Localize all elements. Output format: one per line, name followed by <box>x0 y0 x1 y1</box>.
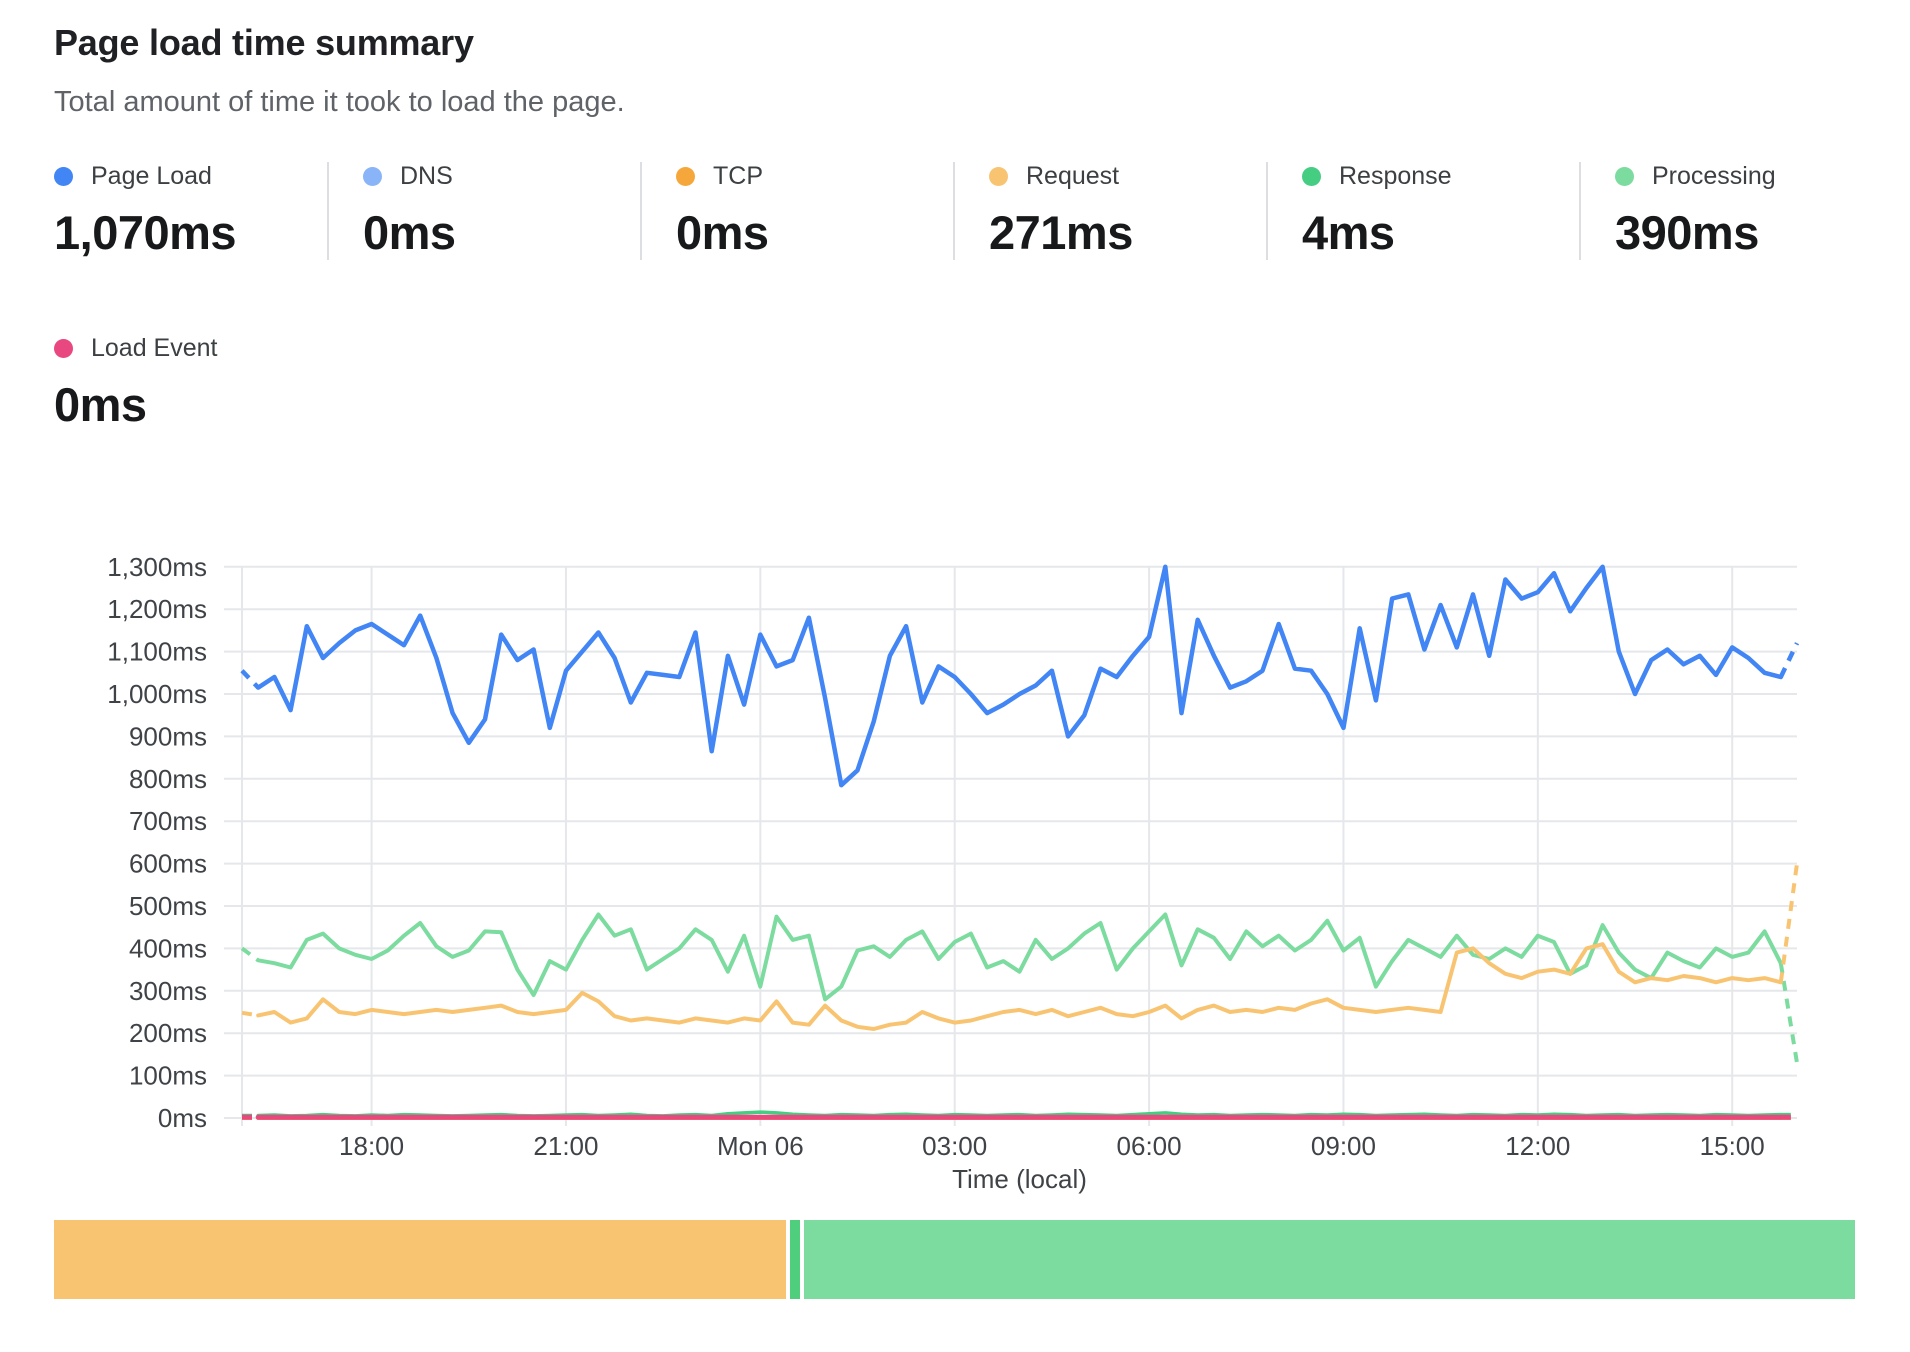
y-tick-label: 400ms <box>129 933 207 963</box>
stat-tcp: TCP 0ms <box>640 162 953 260</box>
x-tick-label: 21:00 <box>533 1131 598 1161</box>
y-tick-label: 0ms <box>158 1103 207 1133</box>
y-tick-label: 1,100ms <box>107 637 207 667</box>
stat-tcp-head: TCP <box>676 162 953 191</box>
tcp-legend-dot <box>676 167 695 186</box>
y-tick-label: 1,300ms <box>107 552 207 582</box>
stat-label: TCP <box>713 162 763 190</box>
stat-dns-head: DNS <box>363 162 640 191</box>
y-tick-label: 1,200ms <box>107 594 207 624</box>
series-request-tail-dash <box>1778 863 1799 983</box>
stat-page-load: Page Load 1,070ms <box>54 162 327 260</box>
stat-processing: Processing 390ms <box>1579 162 1860 260</box>
stat-label: DNS <box>400 162 453 190</box>
series-page-load-tail-dash <box>1778 642 1800 678</box>
series-page-load-line <box>255 564 1784 788</box>
y-tick-label: 1,000ms <box>107 679 207 709</box>
page-subtitle: Total amount of time it took to load the… <box>54 86 625 118</box>
stat-load-event-head: Load Event <box>54 334 218 363</box>
series-processing-line <box>256 912 1783 1002</box>
y-tick-label: 600ms <box>129 849 207 879</box>
stats-row: Page Load 1,070ms DNS 0ms TCP 0ms Reques… <box>54 162 1860 260</box>
x-axis-title: Time (local) <box>952 1164 1087 1194</box>
y-tick-label: 900ms <box>129 721 207 751</box>
stat-value: 271ms <box>989 206 1133 259</box>
y-tick-label: 200ms <box>129 1018 207 1048</box>
request-legend-dot <box>989 167 1008 186</box>
response-legend-dot <box>1302 167 1321 186</box>
stat-page-load-head: Page Load <box>54 162 327 191</box>
stat-label: Response <box>1339 162 1452 190</box>
stat-request: Request 271ms <box>953 162 1266 260</box>
stat-request-head: Request <box>989 162 1266 191</box>
stat-response: Response 4ms <box>1266 162 1579 260</box>
y-tick-label: 800ms <box>129 764 207 794</box>
stat-label: Processing <box>1652 162 1776 190</box>
load-event-legend-dot <box>54 339 73 358</box>
stat-value: 0ms <box>676 206 769 259</box>
series-page-load-head-dash <box>240 669 260 690</box>
stat-value: 390ms <box>1615 206 1759 259</box>
stat-value: 0ms <box>54 378 147 431</box>
breakdown-segment-request <box>54 1220 787 1299</box>
x-tick-label: 18:00 <box>339 1131 404 1161</box>
breakdown-bar <box>54 1220 1857 1299</box>
y-tick-label: 700ms <box>129 806 207 836</box>
stat-value: 0ms <box>363 206 456 259</box>
stat-label: Page Load <box>91 162 212 190</box>
breakdown-segment-response <box>790 1220 800 1299</box>
header: Page load time summary Total amount of t… <box>54 22 625 119</box>
stat-value: 1,070ms <box>54 206 237 259</box>
series-request-line <box>256 942 1783 1031</box>
processing-legend-dot <box>1615 167 1634 186</box>
x-tick-label: 03:00 <box>922 1131 987 1161</box>
series-processing-head-dash <box>240 946 260 962</box>
y-tick-label: 100ms <box>129 1061 207 1091</box>
x-tick-label: 06:00 <box>1117 1131 1182 1161</box>
stat-load-event: Load Event 0ms <box>54 334 218 432</box>
stat-label: Request <box>1026 162 1120 190</box>
stat-value: 4ms <box>1302 206 1395 259</box>
stat-dns: DNS 0ms <box>327 162 640 260</box>
stat-response-head: Response <box>1302 162 1579 191</box>
stat-label: Load Event <box>91 334 218 362</box>
x-tick-label: 12:00 <box>1505 1131 1570 1161</box>
breakdown-segment-processing <box>803 1220 1856 1299</box>
page-load-legend-dot <box>54 167 73 186</box>
x-tick-label: Mon 06 <box>717 1131 804 1161</box>
stat-processing-head: Processing <box>1615 162 1860 191</box>
y-tick-label: 500ms <box>129 891 207 921</box>
x-tick-label: 09:00 <box>1311 1131 1376 1161</box>
y-tick-label: 300ms <box>129 976 207 1006</box>
series-request-head-dash <box>241 1010 259 1018</box>
dns-legend-dot <box>363 167 382 186</box>
page-title: Page load time summary <box>54 22 474 63</box>
x-tick-label: 15:00 <box>1700 1131 1765 1161</box>
